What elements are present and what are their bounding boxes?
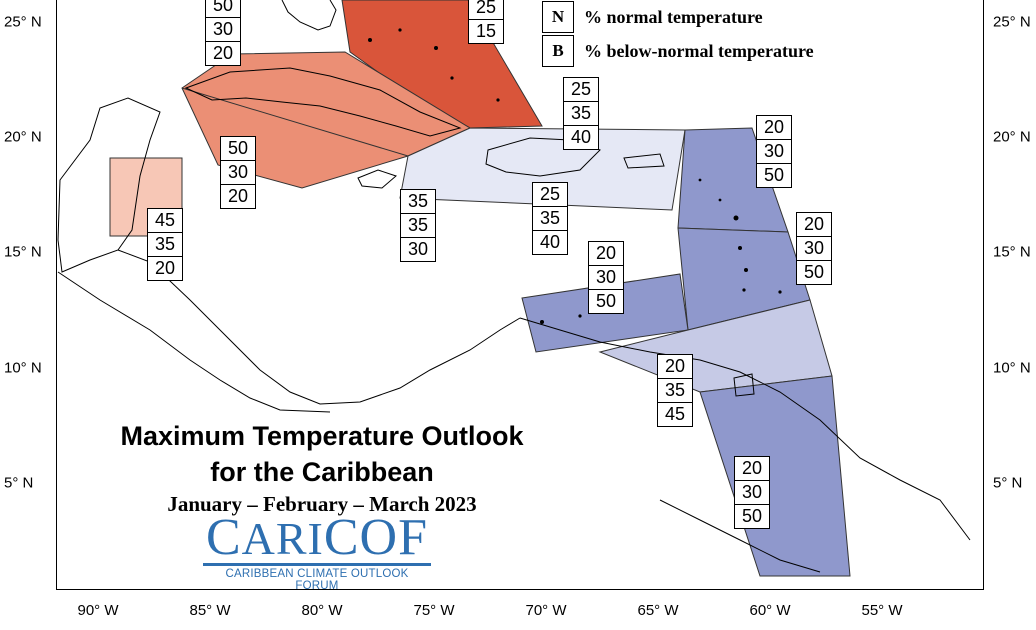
prob-box-windward-islands: 20 30 50 xyxy=(796,212,832,285)
lat-tick-25n-right: 25° N xyxy=(993,13,1031,31)
prob-value: 30 xyxy=(589,266,623,290)
prob-value: 35 xyxy=(401,214,435,238)
logo-subtitle: CARIBBEAN CLIMATE OUTLOOK FORUM xyxy=(225,568,409,592)
prob-value: 35 xyxy=(401,190,435,214)
puerto-rico-coast xyxy=(623,153,665,169)
lat-tick-15n-right: 15° N xyxy=(993,243,1031,261)
lat-tick-10n-right: 10° N xyxy=(993,359,1031,377)
lat-tick-5n-left: 5° N xyxy=(4,474,34,492)
south-america-interior xyxy=(659,499,821,573)
prob-box-hispaniola-south: 25 35 40 xyxy=(532,182,568,255)
caricof-logo: CARICOF CARIBBEAN CLIMATE OUTLOOK FORUM xyxy=(203,509,431,592)
prob-value: 20 xyxy=(227,186,249,206)
map-frame xyxy=(56,0,984,590)
prob-value: 20 xyxy=(757,116,791,140)
prob-value: 50 xyxy=(595,291,617,311)
lat-tick-25n-left: 25° N xyxy=(4,13,42,31)
lat-tick-15n-left: 15° N xyxy=(4,243,42,261)
prob-value: 20 xyxy=(735,457,769,481)
prob-box-bahamas-se: 25 15 xyxy=(468,0,504,44)
lon-tick-90w: 90° W xyxy=(77,602,119,619)
prob-value: 40 xyxy=(539,232,561,252)
title-line-2: for the Caribbean xyxy=(210,457,434,487)
zone-guianas xyxy=(699,375,851,577)
legend-row-below: B % below-normal temperature xyxy=(542,34,814,68)
prob-value: 20 xyxy=(797,213,831,237)
prob-value: 20 xyxy=(658,355,692,379)
legend-key-below: B xyxy=(542,35,574,67)
lat-tick-20n-left: 20° N xyxy=(4,128,42,146)
island-markers xyxy=(368,28,782,324)
lat-tick-20n-right: 20° N xyxy=(993,128,1031,146)
lon-tick-65w: 65° W xyxy=(637,602,679,619)
prob-value: 35 xyxy=(564,102,598,126)
hispaniola-coast xyxy=(485,137,601,177)
lat-tick-5n-right: 5° N xyxy=(993,474,1023,492)
prob-value: 25 xyxy=(533,183,567,207)
prob-value: 50 xyxy=(803,262,825,282)
central-america-coast xyxy=(117,249,521,405)
prob-box-jamaica: 35 35 30 xyxy=(400,189,436,262)
prob-value: 30 xyxy=(206,18,240,42)
prob-box-cuba-west: 50 30 20 xyxy=(220,136,256,209)
coastlines xyxy=(57,0,971,573)
lon-tick-70w: 70° W xyxy=(525,602,567,619)
title-line-1: Maximum Temperature Outlook xyxy=(120,421,524,451)
logo-rule xyxy=(203,563,431,566)
prob-value: 45 xyxy=(664,404,686,424)
prob-value: 35 xyxy=(658,379,692,403)
south-america-coast xyxy=(519,317,971,541)
prob-value: 50 xyxy=(763,165,785,185)
prob-value: 45 xyxy=(148,209,182,233)
prob-value: 25 xyxy=(564,78,598,102)
prob-value: 50 xyxy=(221,137,255,161)
prob-value: 50 xyxy=(741,506,763,526)
prob-value: 30 xyxy=(407,239,429,259)
prob-value: 50 xyxy=(206,0,240,18)
title-block: Maximum Temperature Outlook for the Cari… xyxy=(90,418,554,517)
title-period: January – February – March 2023 xyxy=(167,492,477,516)
legend-text-below: % below-normal temperature xyxy=(584,40,814,61)
lon-tick-55w: 55° W xyxy=(861,602,903,619)
prob-value: 30 xyxy=(735,481,769,505)
legend-text-normal: % normal temperature xyxy=(584,6,763,27)
lon-tick-75w: 75° W xyxy=(413,602,455,619)
logo-wordmark: CARICOF xyxy=(205,509,429,566)
prob-value: 30 xyxy=(797,237,831,261)
prob-value: 35 xyxy=(148,233,182,257)
prob-value: 20 xyxy=(154,258,176,278)
prob-box-caribbean-south: 20 30 50 xyxy=(588,241,624,314)
lon-tick-80w: 80° W xyxy=(301,602,343,619)
prob-box-belize: 45 35 20 xyxy=(147,208,183,281)
prob-box-trinidad: 20 35 45 xyxy=(657,354,693,427)
prob-value: 40 xyxy=(570,127,592,147)
central-america-pacific xyxy=(57,271,331,413)
prob-value: 30 xyxy=(221,161,255,185)
prob-box-guianas: 20 30 50 xyxy=(734,456,770,529)
prob-value: 20 xyxy=(589,242,623,266)
prob-box-bahamas-nw: 50 30 20 xyxy=(205,0,241,66)
legend-key-normal: N xyxy=(542,1,574,33)
jamaica-coast xyxy=(357,169,397,189)
legend-row-normal: N % normal temperature xyxy=(542,0,814,34)
trinidad-coast xyxy=(733,373,755,397)
prob-value: 20 xyxy=(212,43,234,63)
lon-tick-85w: 85° W xyxy=(189,602,231,619)
lon-tick-60w: 60° W xyxy=(749,602,791,619)
prob-value: 35 xyxy=(533,207,567,231)
legend: N % normal temperature B % below-normal … xyxy=(542,0,814,68)
prob-value: 30 xyxy=(757,140,791,164)
prob-value: 25 xyxy=(469,0,503,20)
yucatan-coast xyxy=(57,97,161,273)
prob-box-leeward-islands: 20 30 50 xyxy=(756,115,792,188)
prob-value: 15 xyxy=(475,21,497,41)
florida-coast xyxy=(281,0,337,31)
prob-box-hispaniola-north: 25 35 40 xyxy=(563,77,599,150)
lat-tick-10n-left: 10° N xyxy=(4,359,42,377)
cuba-coast xyxy=(184,67,462,137)
